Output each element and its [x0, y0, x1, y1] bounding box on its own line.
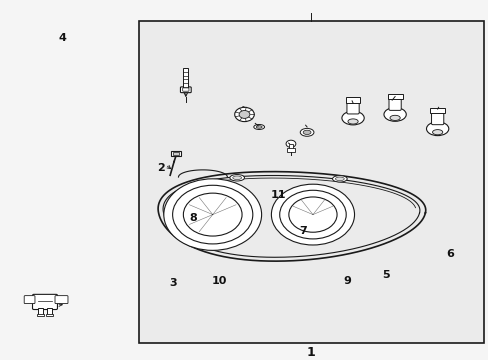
Bar [37, 314, 43, 316]
Text: 3: 3 [169, 278, 177, 288]
Circle shape [183, 193, 242, 236]
Bar [345, 98, 360, 103]
Circle shape [285, 140, 295, 147]
Bar [172, 152, 179, 154]
Text: 2: 2 [157, 163, 165, 173]
Circle shape [234, 107, 254, 122]
FancyBboxPatch shape [388, 98, 401, 111]
Bar [429, 108, 444, 113]
Ellipse shape [389, 115, 399, 121]
Bar [286, 148, 294, 152]
Ellipse shape [253, 125, 264, 130]
Ellipse shape [432, 130, 442, 135]
Text: 10: 10 [211, 276, 226, 286]
Ellipse shape [383, 108, 406, 121]
Ellipse shape [341, 111, 364, 125]
Bar [139, 22, 483, 343]
Text: 5: 5 [382, 270, 389, 280]
FancyBboxPatch shape [183, 88, 188, 91]
Text: 1: 1 [305, 346, 314, 359]
Text: 11: 11 [270, 190, 286, 200]
Text: 7: 7 [299, 226, 306, 236]
Bar [47, 308, 52, 315]
Text: 4: 4 [59, 32, 66, 42]
Text: 9: 9 [343, 276, 350, 286]
Bar [46, 314, 53, 316]
Bar [288, 144, 292, 149]
Bar [183, 68, 188, 87]
Circle shape [279, 190, 346, 239]
Ellipse shape [347, 119, 357, 124]
Bar [387, 94, 402, 99]
Text: 6: 6 [445, 249, 453, 259]
Circle shape [271, 184, 354, 245]
Ellipse shape [303, 130, 310, 135]
Ellipse shape [332, 176, 346, 182]
FancyBboxPatch shape [24, 296, 35, 303]
FancyBboxPatch shape [32, 294, 58, 310]
Circle shape [163, 179, 261, 250]
Circle shape [288, 197, 336, 232]
Ellipse shape [335, 177, 344, 181]
Ellipse shape [300, 129, 313, 136]
Ellipse shape [232, 176, 241, 180]
Ellipse shape [256, 126, 262, 128]
FancyBboxPatch shape [180, 87, 191, 93]
Bar [171, 150, 181, 156]
Text: 8: 8 [189, 213, 197, 223]
Ellipse shape [229, 175, 244, 181]
Circle shape [172, 185, 252, 244]
FancyBboxPatch shape [346, 102, 358, 114]
FancyBboxPatch shape [55, 296, 68, 303]
FancyBboxPatch shape [430, 112, 443, 125]
Ellipse shape [426, 122, 448, 136]
Bar [38, 308, 42, 315]
Circle shape [239, 111, 249, 118]
